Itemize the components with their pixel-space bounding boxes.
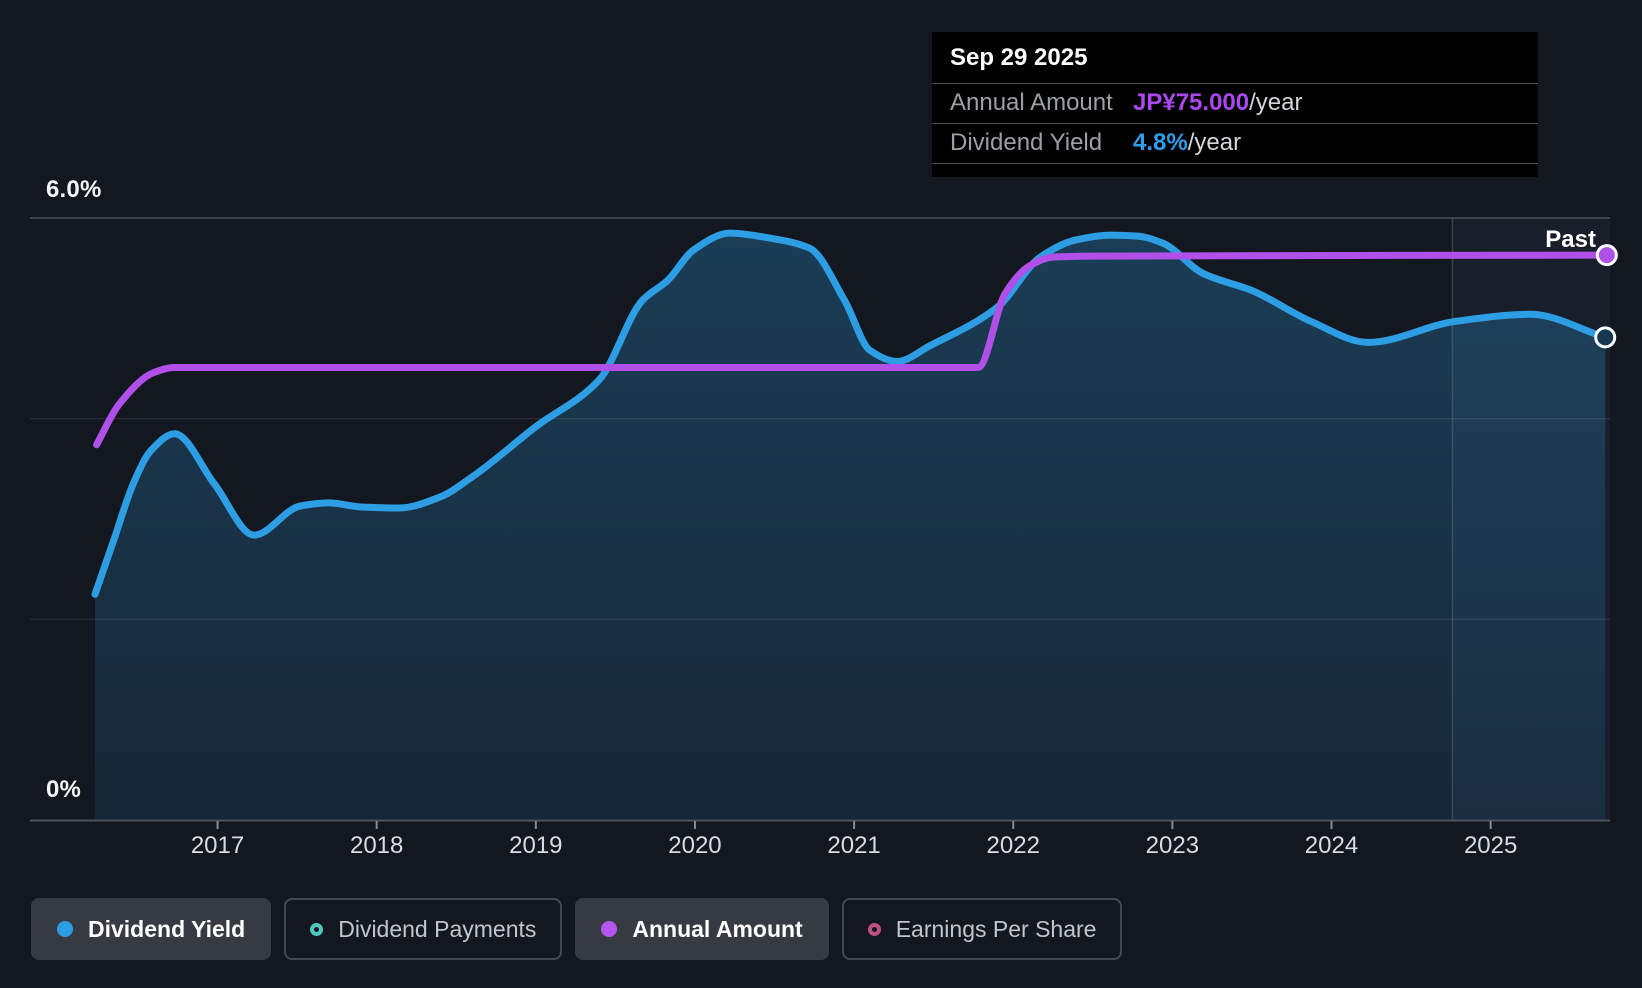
annual-amount-end-marker[interactable] [1595,244,1618,267]
annual-amount-line [93,251,1611,449]
dividend-yield-line [91,229,1609,598]
chart-tooltip: Sep 29 2025 Annual Amount JP¥75.000/year… [932,32,1538,177]
legend: Dividend Yield Dividend Payments Annual Am… [31,898,1123,960]
tooltip-value: JP¥75.000/year [1133,89,1302,117]
legend-item-label: Dividend Payments [338,915,537,942]
tooltip-row-dividend-yield: Dividend Yield 4.8%/year [932,123,1538,163]
x-tick-label-2025: 2025 [1463,832,1518,859]
tooltip-dividend-yield-value: 4.8% [1133,129,1188,156]
legend-item-label: Earnings Per Share [895,915,1097,942]
x-tick-label-2018: 2018 [349,832,404,859]
earnings-per-share-ring-icon [867,922,881,936]
dividend-yield-dot-icon [57,921,73,937]
x-tick-label-2022: 2022 [986,832,1040,859]
x-tick-label-2021: 2021 [827,832,881,859]
tooltip-value-suffix: /year [1249,89,1303,116]
legend-item-label: Annual Amount [632,915,803,942]
tooltip-label: Annual Amount [950,89,1113,116]
annual-amount-dot-icon [601,921,618,937]
legend-item-annual-amount[interactable]: Annual Amount [575,898,829,960]
tooltip-row-annual-amount: Annual Amount JP¥75.000/year [932,83,1538,123]
tooltip-date: Sep 29 2025 [950,44,1088,71]
legend-item-earnings-per-share[interactable]: Earnings Per Share [841,898,1123,960]
tooltip-value: 4.8%/year [1133,129,1241,157]
legend-item-dividend-yield[interactable]: Dividend Yield [31,898,272,960]
legend-item-label: Dividend Yield [88,915,246,942]
x-tick-label-2020: 2020 [668,832,722,859]
tooltip-annual-amount-value: JP¥75.000 [1133,89,1250,116]
past-region-label: Past [1545,226,1596,253]
x-tick-label-2024: 2024 [1304,832,1359,859]
x-tick-label-2019: 2019 [509,832,563,859]
dividend-yield-area [95,233,1606,821]
tooltip-value-suffix: /year [1187,129,1242,156]
x-tick-label-2023: 2023 [1145,832,1200,859]
x-tick-label-2017: 2017 [190,832,245,859]
dividend-payments-ring-icon [310,922,324,936]
dividend-yield-end-marker[interactable] [1594,326,1617,349]
y-axis-label-zero: 0% [46,776,82,803]
legend-item-dividend-payments[interactable]: Dividend Payments [284,898,563,960]
x-axis-labels: 2017 2018 2019 2020 2021 2022 2023 2024 2025 [0,832,1642,864]
tooltip-bottom-divider [932,163,1538,177]
tooltip-label: Dividend Yield [950,129,1103,156]
y-axis-label-max: 6.0% [46,176,102,203]
